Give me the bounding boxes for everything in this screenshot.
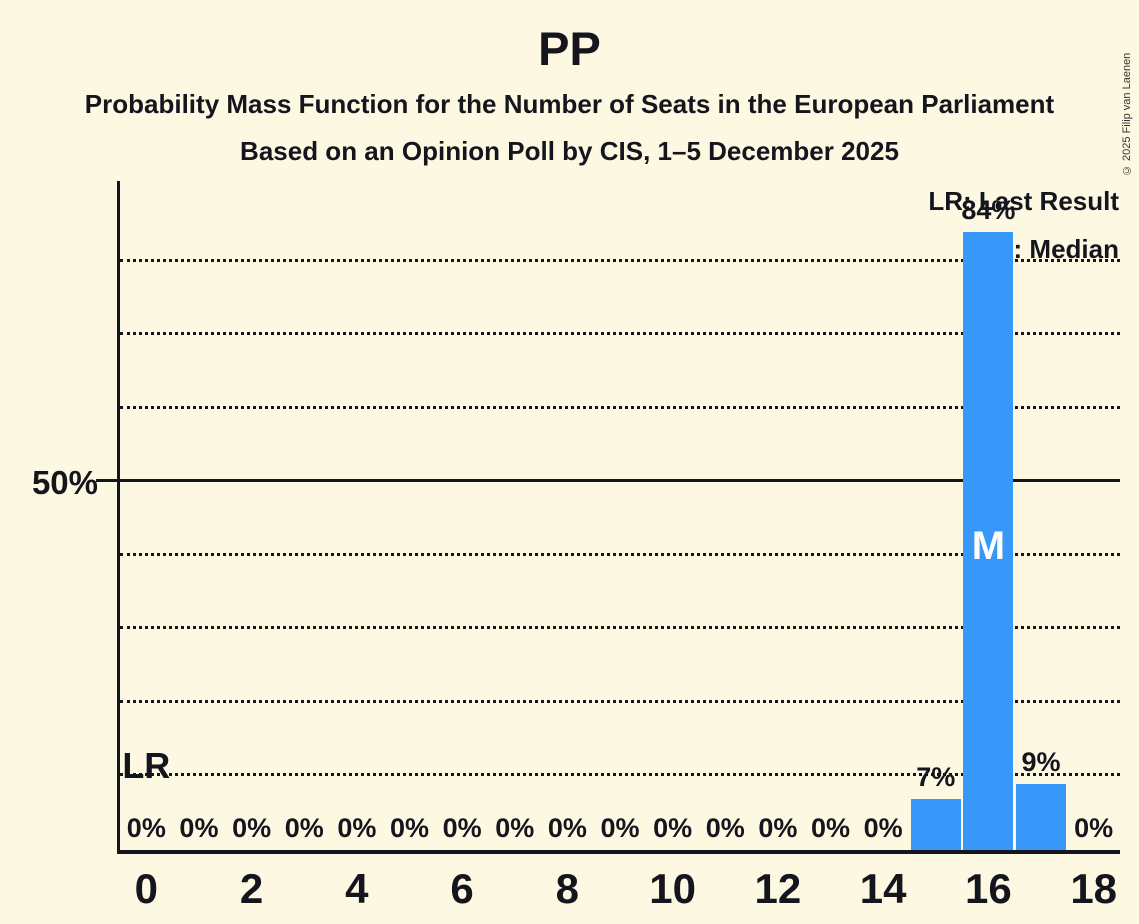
x-tick-label-12: 12 — [754, 865, 802, 912]
gridline-70-pct — [120, 332, 1120, 336]
gridline-30-pct — [120, 626, 1120, 630]
x-axis-tick-labels: 0 2 4 6 8 10 12 14 16 18 — [120, 868, 1120, 918]
value-label-seat-3: 0% — [284, 813, 324, 843]
y-axis-line — [117, 181, 120, 854]
value-label-seat-10: 0% — [653, 813, 693, 843]
x-tick-label-2: 2 — [239, 865, 264, 912]
bar-seat-15 — [910, 798, 961, 850]
bar-seat-17 — [1016, 783, 1067, 850]
value-label-seat-2: 0% — [232, 813, 272, 843]
bar-seat-16 — [963, 232, 1014, 850]
x-tick-label-6: 6 — [450, 865, 474, 912]
median-marker: M — [971, 524, 1006, 569]
plot-area: 0% 0% 0% 0% 0% 0% 0% 0% 0% 0% 0% 0% 0% 0% 0% 7% 84% 9% 0% M… — [96, 181, 1120, 850]
x-tick-label-14: 14 — [859, 865, 907, 912]
legend-last-result: LR: Last Result — [928, 186, 1119, 216]
x-tick-label-16: 16 — [965, 865, 1012, 912]
gridline-40-pct — [120, 552, 1120, 556]
value-label-seat-13: 0% — [811, 813, 851, 843]
value-label-seat-18: 0% — [1074, 813, 1114, 843]
value-label-seat-12: 0% — [758, 813, 798, 843]
value-label-seat-8: 0% — [547, 813, 587, 843]
value-label-seat-1: 0% — [179, 813, 219, 843]
chart-title: PP — [538, 22, 601, 75]
chart-subtitle: Probability Mass Function for the Number… — [84, 89, 1055, 119]
value-label-seat-16: 84% — [961, 195, 1016, 226]
x-tick-label-4: 4 — [345, 865, 369, 912]
x-tick-label-0: 0 — [134, 865, 158, 912]
chart-subtitle-poll-info: Based on an Opinion Poll by CIS, 1–5 Dec… — [240, 136, 899, 166]
value-label-seat-5: 0% — [389, 813, 429, 843]
gridline-20-pct — [120, 699, 1120, 703]
x-tick-label-18: 18 — [1070, 865, 1118, 912]
value-label-seat-7: 0% — [495, 813, 535, 843]
value-label-seat-6: 0% — [442, 813, 482, 843]
gridline-60-pct — [120, 405, 1120, 409]
value-label-seat-14: 0% — [863, 813, 903, 843]
gridline-50-pct-solid — [96, 479, 1120, 483]
value-label-seat-9: 0% — [600, 813, 640, 843]
value-label-seat-0: 0% — [126, 813, 166, 843]
y-axis-50-label: 50% — [31, 464, 98, 501]
gridline-10-pct — [120, 773, 1120, 777]
copyright-notice: © 2025 Filip van Laenen — [1121, 52, 1133, 176]
x-axis-line — [117, 850, 1120, 854]
value-label-seat-17: 9% — [1021, 746, 1061, 777]
value-label-seat-15: 7% — [916, 761, 956, 792]
x-tick-label-10: 10 — [649, 865, 696, 912]
value-label-seat-11: 0% — [705, 813, 745, 843]
value-label-seat-4: 0% — [337, 813, 377, 843]
gridline-80-pct — [120, 258, 1120, 262]
last-result-marker: LR — [122, 745, 171, 786]
x-tick-label-8: 8 — [555, 865, 580, 912]
